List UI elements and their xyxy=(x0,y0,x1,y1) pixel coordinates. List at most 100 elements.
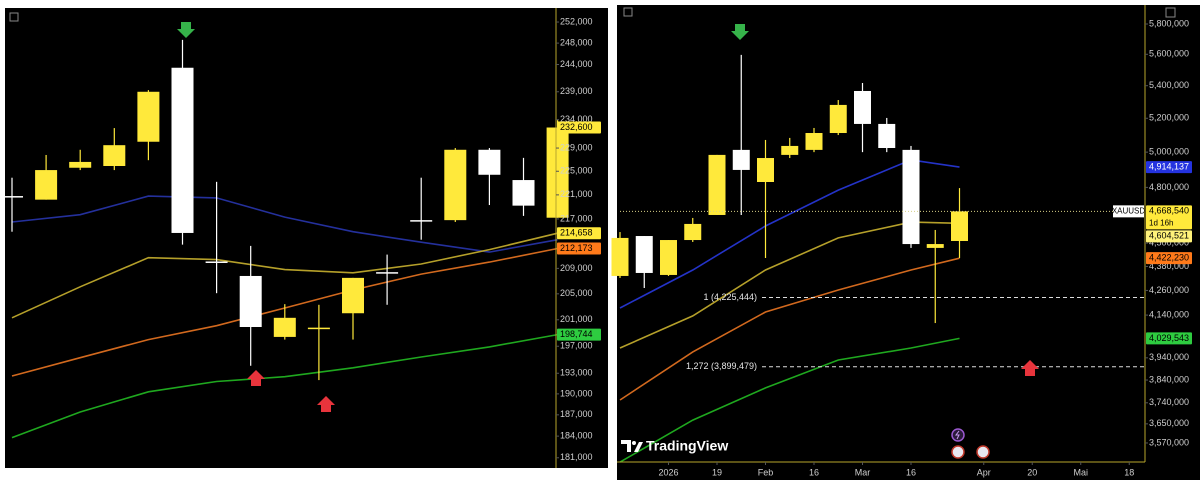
moving-average-line xyxy=(11,333,558,439)
x-tick-label: 20 xyxy=(1027,467,1037,477)
price-label-bg xyxy=(557,328,601,341)
x-tick-label: Apr xyxy=(977,467,991,477)
panel-icon[interactable] xyxy=(623,7,633,17)
candle-body xyxy=(1,196,23,198)
x-tick-label: 18 xyxy=(1124,467,1134,477)
countdown-label: 1d 16h xyxy=(1149,218,1173,227)
candle-body xyxy=(171,67,194,233)
panel-icon[interactable] xyxy=(9,12,19,22)
x-tick-label: Mar xyxy=(855,467,871,477)
price-label: 198,744 xyxy=(560,329,593,339)
candle-body xyxy=(708,154,726,215)
buy-signal-arrow xyxy=(1021,360,1039,376)
candle-body xyxy=(512,180,535,206)
y-tick-label: 5,400,000 xyxy=(1149,80,1189,90)
sell-signal-arrow xyxy=(177,22,195,38)
y-tick-label: 5,200,000 xyxy=(1149,113,1189,123)
level-label: 1,272 (3,899,479) xyxy=(686,361,757,371)
y-tick-label: 190,000 xyxy=(560,388,593,398)
y-tick-label: 4,380,000 xyxy=(1149,261,1189,271)
y-tick-label: 187,000 xyxy=(560,409,593,419)
y-tick-label: 239,000 xyxy=(560,86,593,96)
y-tick-label: 197,000 xyxy=(560,341,593,351)
candle-body xyxy=(926,244,944,248)
y-tick-label: 3,570,000 xyxy=(1149,437,1189,447)
settings-icon[interactable] xyxy=(1165,7,1176,18)
candle-body xyxy=(273,317,296,337)
y-tick-label: 234,000 xyxy=(560,114,593,124)
y-tick-label: 3,650,000 xyxy=(1149,418,1189,428)
news-flag-icon[interactable] xyxy=(951,445,965,459)
y-tick-label: 193,000 xyxy=(560,368,593,378)
price-label-bg xyxy=(1146,205,1192,230)
price-label: 4,668,540 xyxy=(1149,206,1189,216)
y-tick-label: 209,000 xyxy=(560,263,593,273)
x-tick-label: Mai xyxy=(1073,467,1088,477)
watermark: TradingView xyxy=(646,438,728,454)
candle-body xyxy=(878,123,896,148)
sell-signal-arrow xyxy=(731,24,749,40)
x-tick-label: 16 xyxy=(906,467,916,477)
y-tick-label: 201,000 xyxy=(560,314,593,324)
y-tick-label: 3,940,000 xyxy=(1149,352,1189,362)
candle-body xyxy=(239,275,262,327)
candle-body xyxy=(902,149,920,245)
buy-signal-arrow xyxy=(317,396,335,412)
y-tick-label: 205,000 xyxy=(560,288,593,298)
moving-average-line xyxy=(619,337,960,463)
y-tick-label: 4,800,000 xyxy=(1149,182,1189,192)
x-tick-label: 19 xyxy=(712,467,722,477)
level-label: 1 (4,225,444) xyxy=(703,292,757,302)
moving-average-line xyxy=(619,257,960,401)
y-tick-label: 3,840,000 xyxy=(1149,374,1189,384)
news-flag-icon[interactable] xyxy=(976,445,990,459)
symbol-tag: XAUUSD xyxy=(1112,206,1146,215)
y-tick-label: 225,000 xyxy=(560,166,593,176)
y-tick-label: 5,800,000 xyxy=(1149,18,1189,28)
candle-body xyxy=(546,127,569,218)
y-tick-label: 181,000 xyxy=(560,452,593,462)
candle-body xyxy=(781,145,799,155)
price-label-bg xyxy=(1146,332,1192,345)
event-icon-glyph xyxy=(955,430,960,440)
overlay: 252,000 248,000 244,000 239,000 234,000 229,0… xyxy=(556,16,1192,477)
candle-body xyxy=(35,170,58,200)
price-label: 4,604,521 xyxy=(1149,231,1189,241)
candle-body xyxy=(376,272,399,274)
candle-body xyxy=(660,240,677,275)
candle-body xyxy=(342,277,364,314)
candle-body xyxy=(854,90,871,124)
y-tick-label: 217,000 xyxy=(560,213,593,223)
y-tick-label: 248,000 xyxy=(560,37,593,47)
buy-signal-arrow xyxy=(247,370,265,386)
candle-body xyxy=(732,149,750,170)
moving-average-line xyxy=(11,195,558,253)
candle-body xyxy=(611,237,629,276)
price-label-bg xyxy=(557,121,601,134)
price-label-bg xyxy=(557,242,601,255)
price-label: 4,029,543 xyxy=(1149,333,1189,343)
chart-layer: 1 (4,225,444) 1,272 (3,899,479) xyxy=(1,39,1145,463)
candle-body xyxy=(757,158,774,182)
candle-body xyxy=(137,91,160,142)
candle-body xyxy=(69,161,92,168)
y-tick-label: 3,740,000 xyxy=(1149,397,1189,407)
candle-body xyxy=(478,149,501,175)
y-tick-label: 5,000,000 xyxy=(1149,147,1189,157)
price-label: 212,173 xyxy=(560,243,593,253)
candle-body xyxy=(103,145,126,166)
price-label: 4,422,230 xyxy=(1149,253,1189,263)
candle-body xyxy=(205,261,228,263)
candle-body xyxy=(684,223,702,241)
candle-body xyxy=(444,149,467,221)
candle-body xyxy=(829,104,847,134)
candle-body xyxy=(307,327,330,330)
price-label: 214,658 xyxy=(560,228,593,238)
y-tick-label: 4,500,000 xyxy=(1149,237,1189,247)
y-tick-label: 229,000 xyxy=(560,142,593,152)
left-panel xyxy=(5,8,608,468)
y-tick-label: 244,000 xyxy=(560,59,593,69)
price-label-bg xyxy=(1146,252,1192,265)
y-tick-label: 184,000 xyxy=(560,431,593,441)
